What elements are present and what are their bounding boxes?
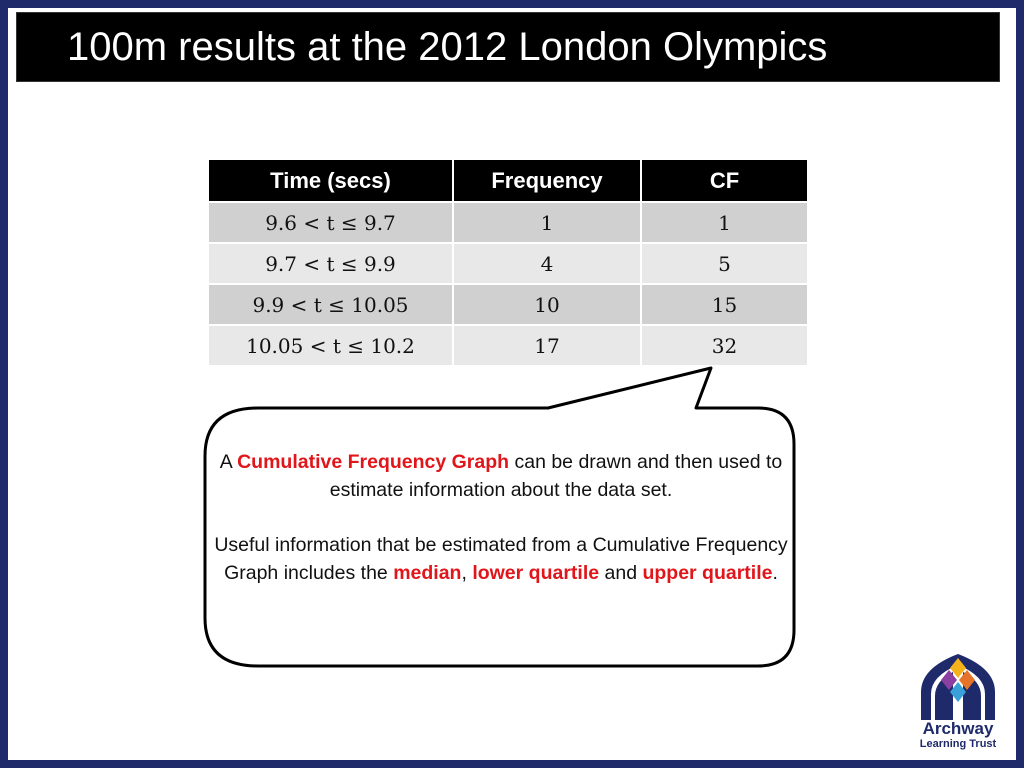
term-upper-quartile: upper quartile [642,562,773,584]
logo-name: Archway [922,719,994,738]
table-row: 9.9 < t ≤ 10.05 10 15 [207,283,809,326]
header-frequency: Frequency [452,158,642,203]
cell-time: 9.7 < t ≤ 9.9 [207,242,454,285]
text-run: Useful information that be estimated fro… [214,534,788,584]
cell-time: 9.9 < t ≤ 10.05 [207,283,454,326]
callout-text: A Cumulative Frequency Graph can be draw… [213,448,789,587]
cell-time: 10.05 < t ≤ 10.2 [207,324,454,367]
cell-frequency: 10 [452,283,642,326]
text-run: , [461,562,473,584]
term-lower-quartile: lower quartile [472,562,600,584]
table-row: 9.6 < t ≤ 9.7 1 1 [207,201,809,244]
header-cf: CF [640,158,809,203]
callout-paragraph-2: Useful information that be estimated fro… [213,531,789,587]
table-header-row: Time (secs) Frequency CF [207,158,809,203]
term-cumulative-frequency-graph: Cumulative Frequency Graph [237,451,510,473]
cell-frequency: 4 [452,242,642,285]
cell-frequency: 17 [452,324,642,367]
cell-time: 9.6 < t ≤ 9.7 [207,201,454,244]
header-time: Time (secs) [207,158,454,203]
cell-cf: 5 [640,242,809,285]
text-run: and [599,562,643,584]
text-run: . [772,562,778,584]
archway-logo-icon [921,654,995,720]
term-median: median [393,562,462,584]
speech-bubble [203,366,796,668]
table-row: 9.7 < t ≤ 9.9 4 5 [207,242,809,285]
logo-subtitle: Learning Trust [919,738,997,750]
cell-cf: 32 [640,324,809,367]
logo-text: Archway Learning Trust [913,720,1003,751]
title-bar: 100m results at the 2012 London Olympics [16,12,1000,82]
cumulative-frequency-table: Time (secs) Frequency CF 9.6 < t ≤ 9.7 1… [207,158,809,367]
page-title: 100m results at the 2012 London Olympics [67,25,828,69]
table-row: 10.05 < t ≤ 10.2 17 32 [207,324,809,367]
text-run: A [219,451,238,473]
callout-paragraph-1: A Cumulative Frequency Graph can be draw… [213,448,789,504]
cell-cf: 15 [640,283,809,326]
cell-frequency: 1 [452,201,642,244]
cell-cf: 1 [640,201,809,244]
slide: 100m results at the 2012 London Olympics… [8,8,1016,760]
text-run: can be drawn and then used to estimate i… [329,451,783,501]
